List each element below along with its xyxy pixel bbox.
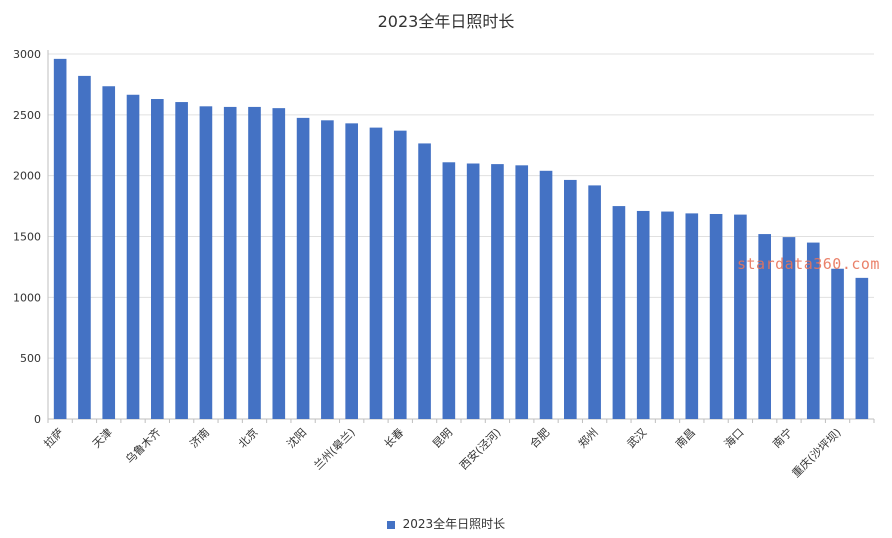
bar [248,106,261,420]
x-tick-label: 郑州 [575,425,600,450]
x-tick-label: 天津 [90,426,115,451]
chart-title: 2023全年日照时长 [377,12,515,31]
bar [612,206,626,419]
bar [126,94,140,419]
x-tick-label: 南昌 [673,426,698,451]
x-tick-label: 北京 [235,425,260,450]
x-tick-label: 西安(泾河) [456,425,503,472]
y-tick-label: 2500 [13,109,41,122]
bar [175,102,188,419]
bar [53,58,67,419]
bar [442,162,456,420]
bar [491,164,504,419]
y-tick-label: 0 [34,413,41,426]
bar [782,237,796,419]
x-tick-label: 长春 [382,426,407,451]
bar [223,106,237,420]
bar [806,242,820,419]
bar [369,127,383,419]
bar [734,214,747,419]
bar [515,165,529,419]
y-tick-label: 1000 [13,291,41,304]
x-tick-label: 昆明 [430,426,455,451]
bar [296,117,310,419]
bar [418,143,431,420]
bar [78,75,91,420]
y-tick-label: 2000 [13,170,41,183]
x-tick-label: 济南 [187,425,212,450]
bar [393,130,407,419]
bar [466,163,480,419]
bar [345,123,358,419]
x-tick-label: 重庆(沙坪坝) [789,425,844,480]
x-tick-label: 南宁 [770,425,795,450]
bar [855,277,869,419]
bar [564,179,577,419]
y-tick-label: 3000 [13,48,41,61]
bar [685,213,699,419]
bar [539,170,553,419]
bar [321,120,334,419]
y-tick-label: 1500 [13,231,41,244]
bar [831,268,844,419]
bar [102,86,116,419]
watermark-text: stardata360.com [737,255,880,273]
x-tick-label: 拉萨 [41,425,66,450]
bar [758,234,771,419]
bar [199,106,213,420]
legend-swatch [386,520,395,529]
bar [636,210,650,419]
x-tick-label: 武汉 [625,426,650,451]
bar [272,108,286,420]
x-tick-label: 沈阳 [284,425,309,450]
legend[interactable]: 2023全年日照时长 [0,515,892,532]
bar [661,211,674,419]
bar [151,99,164,420]
x-tick-label: 海口 [721,425,746,450]
bar [588,185,601,419]
x-tick-label: 合肥 [527,425,552,450]
legend-label: 2023全年日照时长 [402,517,506,531]
x-tick-label: 乌鲁木齐 [122,425,163,466]
y-tick-label: 500 [20,352,41,365]
bar [709,213,723,419]
x-tick-label: 兰州(皋兰) [311,425,358,472]
